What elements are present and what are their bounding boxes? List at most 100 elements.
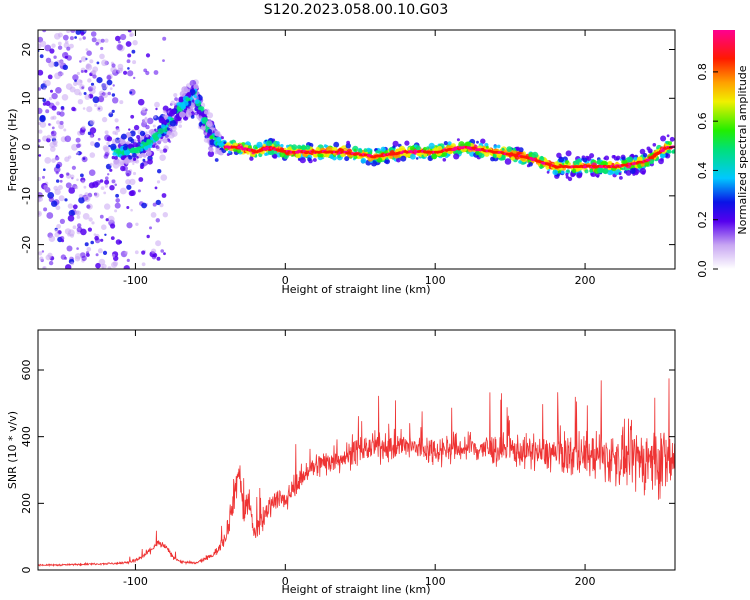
spectral-blob bbox=[95, 41, 99, 46]
spectral-blob bbox=[72, 74, 79, 81]
spectral-blob bbox=[154, 128, 157, 132]
spectral-blob bbox=[132, 153, 137, 158]
spectral-blob bbox=[194, 95, 198, 99]
spectral-blob bbox=[63, 128, 67, 132]
spectral-blob bbox=[150, 212, 157, 218]
spectral-blob bbox=[38, 197, 43, 202]
spectral-blob bbox=[396, 157, 401, 163]
spectral-blob bbox=[55, 101, 60, 106]
spectral-blob bbox=[301, 145, 306, 151]
spectrogram-xlabel: Height of straight line (km) bbox=[281, 283, 430, 296]
spectral-blob bbox=[193, 84, 199, 90]
spectral-blob bbox=[140, 152, 145, 157]
spectral-blob bbox=[54, 143, 58, 147]
spectral-blob bbox=[313, 158, 317, 162]
spectral-blob bbox=[162, 138, 168, 144]
spectral-blob bbox=[39, 54, 44, 59]
spectral-blob bbox=[380, 146, 386, 152]
spectral-blob bbox=[111, 253, 116, 258]
spectral-blob bbox=[126, 222, 133, 229]
spectral-blob bbox=[155, 218, 160, 223]
spectral-blob bbox=[124, 251, 128, 255]
spectral-blob bbox=[59, 111, 65, 117]
spectral-blob bbox=[74, 88, 81, 96]
spectral-blob bbox=[666, 134, 670, 138]
spectral-blob bbox=[360, 157, 367, 164]
spectral-blob bbox=[78, 37, 82, 41]
spectral-blob bbox=[214, 158, 219, 162]
spectral-blob bbox=[510, 156, 515, 161]
spectral-blob bbox=[571, 168, 577, 174]
spectral-blob bbox=[70, 261, 74, 266]
spectral-blob bbox=[101, 59, 108, 67]
spectral-blob bbox=[140, 143, 143, 147]
spectral-blob bbox=[45, 109, 50, 114]
spectral-blob bbox=[51, 158, 56, 164]
spectral-blob bbox=[54, 155, 60, 161]
spectral-blob bbox=[147, 158, 153, 165]
spectral-blob bbox=[105, 218, 109, 222]
spectral-blob bbox=[173, 93, 178, 98]
spectral-blob bbox=[155, 107, 158, 111]
spectral-blob bbox=[38, 87, 41, 91]
spectral-blob bbox=[416, 145, 421, 151]
spectral-blob bbox=[581, 157, 585, 161]
spectral-blob bbox=[506, 146, 513, 153]
spectral-blob bbox=[72, 225, 77, 230]
spectral-blob bbox=[76, 151, 80, 155]
spectral-blob bbox=[589, 153, 595, 159]
spectral-blob bbox=[622, 159, 628, 165]
spectral-blob bbox=[72, 204, 78, 210]
spectral-blob bbox=[39, 40, 47, 47]
spectral-blob bbox=[50, 89, 53, 93]
spectrogram-xtick-label: -100 bbox=[123, 274, 148, 287]
snr-plot-area bbox=[38, 378, 675, 568]
spectral-blob bbox=[151, 144, 156, 148]
spectral-blob bbox=[76, 247, 79, 250]
spectral-blob bbox=[141, 202, 148, 209]
spectral-blob bbox=[110, 66, 117, 73]
spectral-blob bbox=[64, 256, 68, 260]
spectral-blob bbox=[146, 150, 152, 156]
spectral-blob bbox=[161, 124, 166, 129]
spectral-blob bbox=[89, 127, 97, 134]
spectral-blob bbox=[65, 264, 72, 269]
spectral-blob bbox=[201, 116, 208, 124]
spectral-blob bbox=[134, 159, 140, 164]
spectral-blob bbox=[83, 92, 87, 95]
spectral-blob bbox=[76, 143, 81, 149]
spectral-blob bbox=[91, 85, 97, 91]
spectral-blob bbox=[80, 173, 84, 178]
spectral-blob bbox=[100, 186, 105, 191]
spectral-blob bbox=[39, 256, 44, 261]
spectral-blob bbox=[119, 100, 124, 105]
spectral-blob bbox=[375, 150, 379, 154]
spectral-blob bbox=[95, 262, 101, 269]
spectral-blob bbox=[486, 145, 489, 149]
spectral-blob bbox=[69, 36, 74, 41]
spectral-blob bbox=[43, 184, 48, 190]
spectral-blob bbox=[127, 70, 134, 77]
spectral-blob bbox=[122, 145, 128, 151]
spectral-blob bbox=[155, 199, 161, 206]
spectral-blob bbox=[346, 140, 350, 145]
spectral-blob bbox=[43, 87, 47, 91]
spectral-blob bbox=[56, 120, 61, 125]
spectral-blob bbox=[141, 250, 146, 255]
spectral-blob bbox=[80, 228, 87, 236]
spectral-blob bbox=[456, 138, 460, 142]
spectral-blob bbox=[54, 188, 61, 196]
spectral-blob bbox=[86, 106, 93, 113]
spectral-blob bbox=[87, 78, 92, 83]
spectral-blob bbox=[123, 70, 128, 75]
spectral-blob bbox=[111, 261, 118, 268]
spectral-blob bbox=[78, 196, 85, 204]
spectral-blob bbox=[112, 152, 117, 156]
spectral-blob bbox=[90, 240, 94, 245]
spectral-blob bbox=[159, 154, 166, 161]
spectral-blob bbox=[202, 123, 206, 127]
spectral-blob bbox=[256, 141, 263, 149]
spectral-blob bbox=[672, 149, 675, 154]
spectral-blob bbox=[91, 221, 95, 225]
spectral-blob bbox=[129, 33, 133, 37]
